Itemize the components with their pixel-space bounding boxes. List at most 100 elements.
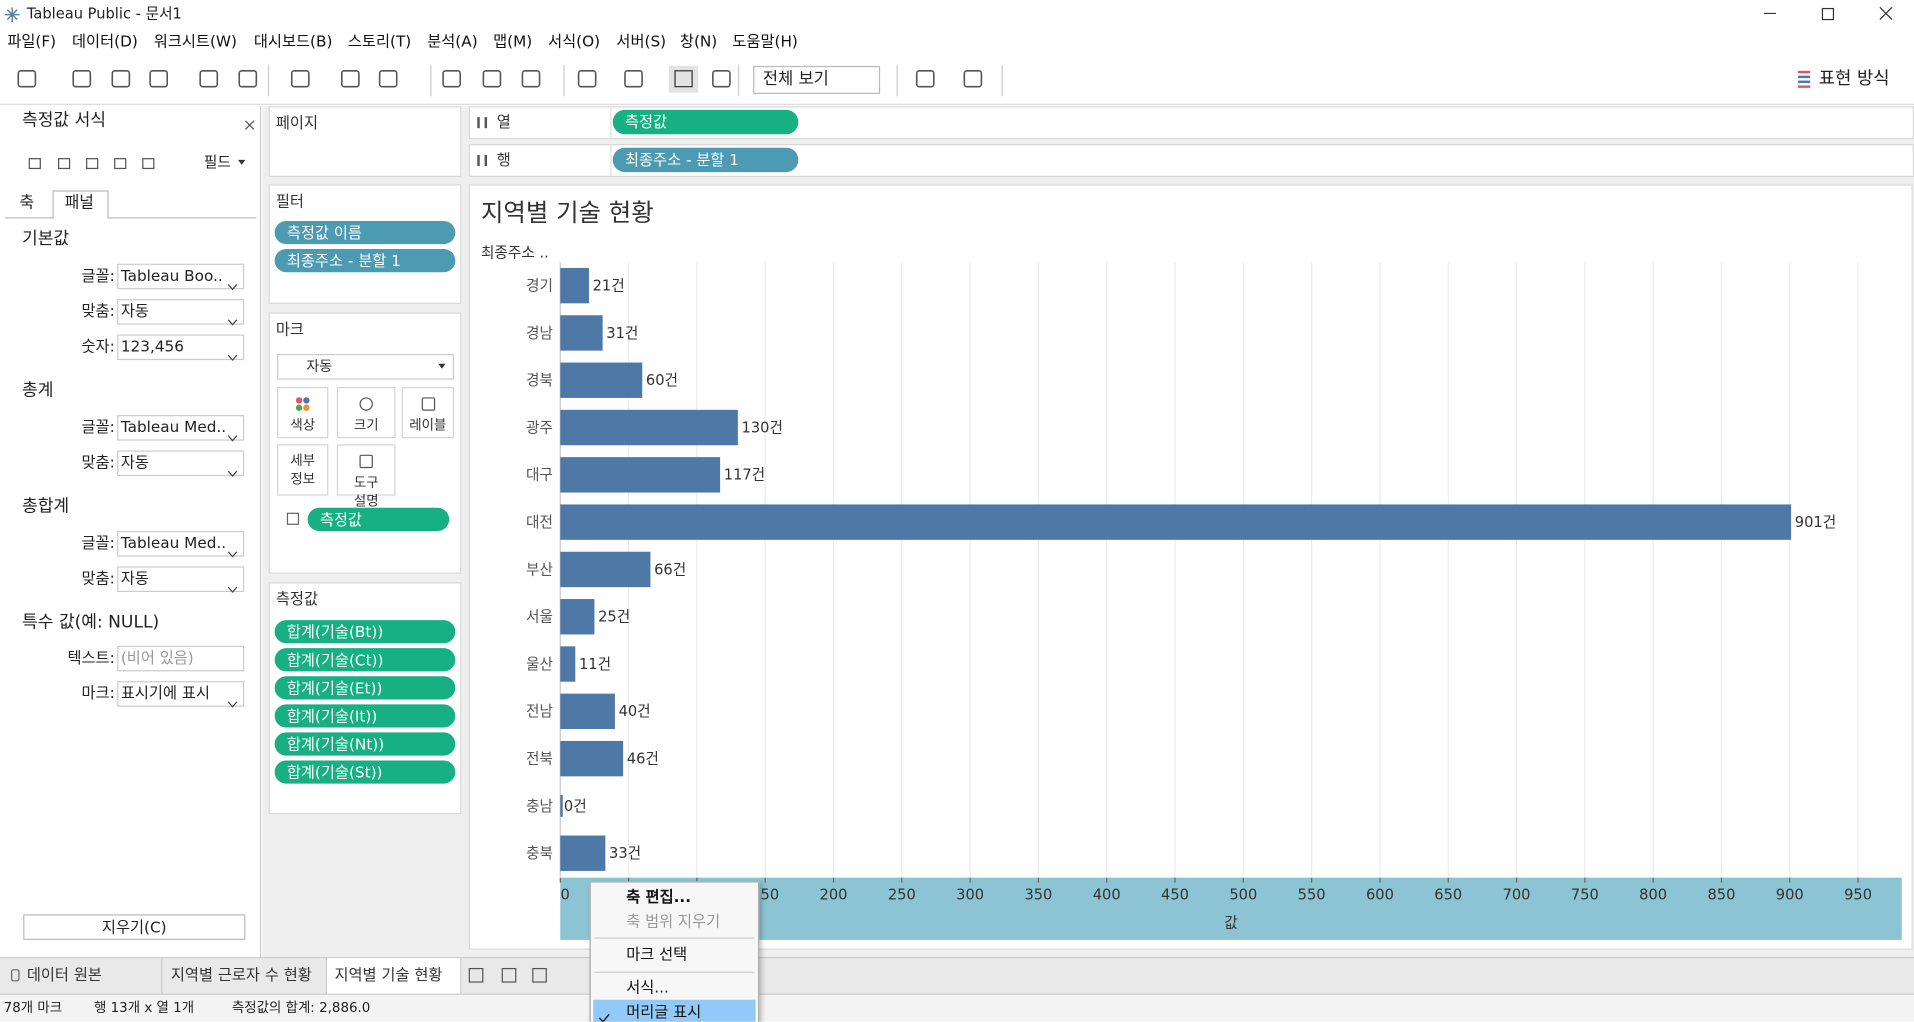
setting-value[interactable]: (비어 있음) (120, 648, 194, 667)
mark-button-label[interactable]: 세부 정보 (290, 452, 316, 488)
caret (227, 354, 238, 362)
setting-value[interactable]: 표시기에 표시 (120, 683, 210, 702)
setting-value[interactable]: Tableau Boo.. (120, 266, 223, 285)
measure-pill[interactable]: 합계(기술(St)) (286, 762, 383, 781)
mark-button[interactable] (277, 386, 329, 439)
measure-pill[interactable]: 합계(기술(Bt)) (286, 621, 384, 641)
status-text: 78개 마크 (3, 999, 63, 1016)
mark-button-label[interactable]: 레이블 (409, 417, 447, 434)
pane-close[interactable] (244, 114, 256, 130)
toolbar-icon (963, 70, 983, 88)
setting-value[interactable]: 자동 (120, 452, 149, 472)
measure-pill[interactable]: 합계(기술(Ct)) (286, 650, 384, 669)
show-me-button[interactable]: 표현 방식 (1818, 69, 1890, 90)
shelf-pill[interactable]: 최종주소 - 분할 1 (624, 150, 739, 169)
shelf-pill-bg[interactable] (612, 147, 799, 173)
measure-pill-bg[interactable] (274, 704, 456, 728)
setting-dropdown[interactable] (117, 415, 245, 441)
clear-button-box[interactable] (23, 914, 246, 940)
setting-dropdown[interactable] (117, 450, 245, 477)
category-label: 전남 (526, 703, 553, 720)
new-sheet-button[interactable] (501, 967, 517, 983)
menu-item[interactable]: 창(N) (679, 31, 718, 51)
setting-value[interactable]: 자동 (120, 301, 149, 320)
menu-item[interactable]: 데이터(D) (72, 31, 138, 51)
filter-pill[interactable]: 측정값 이름 (286, 222, 362, 242)
measure-pill-bg[interactable] (274, 760, 456, 784)
sheet-tab[interactable] (163, 958, 328, 994)
menu-item[interactable]: 스토리(T) (347, 31, 412, 51)
toolbar-icon (712, 70, 731, 88)
setting-value[interactable]: 123,456 (120, 336, 184, 356)
measure-pill[interactable]: 합계(기술(It)) (286, 706, 378, 725)
filter-pill-bg[interactable] (274, 249, 456, 273)
setting-dropdown[interactable] (117, 530, 245, 557)
marks-pill[interactable]: 측정값 (319, 509, 362, 528)
field-dropdown[interactable]: 필드 (203, 153, 231, 171)
context-menu-item[interactable]: 서식... (626, 977, 669, 997)
context-menu-item[interactable]: 축 편집... (626, 887, 692, 906)
mark-button[interactable] (336, 444, 396, 496)
measure-pill-bg[interactable] (274, 620, 456, 644)
menu-item[interactable]: 서식(O) (548, 31, 601, 51)
setting-dropdown[interactable] (117, 566, 245, 593)
sheet-tab-label[interactable]: 지역별 기술 현황 (334, 965, 443, 984)
setting-value[interactable]: Tableau Med.. (120, 533, 227, 552)
measure-pill-bg[interactable] (274, 676, 456, 700)
mark-type-dropdown[interactable] (277, 353, 455, 380)
view-dropdown[interactable] (753, 65, 881, 94)
menu-item[interactable]: 분석(A) (427, 31, 478, 51)
measure-pill-bg[interactable] (274, 732, 456, 756)
axis-band-selected (560, 877, 1902, 940)
setting-dropdown[interactable] (117, 334, 245, 361)
format-tab[interactable]: 축 (19, 194, 35, 213)
new-sheet-button[interactable] (532, 967, 547, 983)
value-label: 46건 (627, 751, 659, 768)
sheet-tab[interactable] (0, 958, 163, 994)
setting-dropdown[interactable] (117, 299, 245, 325)
clear-button[interactable]: 지우기(C) (101, 917, 167, 937)
mark-button[interactable] (277, 444, 329, 496)
filters-card (268, 184, 462, 304)
mark-button-label[interactable]: 도구 설명 (353, 474, 379, 510)
mark-button-label[interactable]: 크기 (353, 417, 379, 434)
toolbar-icon (17, 70, 37, 88)
marks-pill-bg[interactable] (307, 507, 450, 531)
measure-pill-bg[interactable] (274, 648, 456, 672)
sheet-tab[interactable] (327, 958, 462, 994)
menu-item[interactable]: 서버(S) (616, 31, 667, 51)
x-tick-label: 450 (1161, 887, 1189, 904)
mark-type[interactable]: 자동 (306, 357, 333, 375)
sheet-tab-label[interactable]: 데이터 원본 (26, 965, 102, 984)
mark-button-label[interactable]: 색상 (290, 417, 316, 434)
toolbar-icon (340, 70, 360, 88)
mark-button[interactable] (336, 386, 396, 439)
setting-value[interactable]: 자동 (120, 568, 149, 588)
mark-button[interactable] (401, 386, 455, 439)
filter-pill-bg[interactable] (274, 220, 456, 245)
view-dropdown-text[interactable]: 전체 보기 (762, 69, 829, 90)
menu-item[interactable]: 대시보드(B) (253, 31, 333, 51)
menu-item[interactable]: 워크시트(W) (153, 31, 237, 51)
measure-pill[interactable]: 합계(기술(Nt)) (286, 734, 385, 753)
menu-item[interactable]: 맵(M) (493, 31, 533, 51)
menu-item[interactable]: 파일(F) (7, 31, 57, 51)
sheet-tab-label[interactable]: 지역별 근로자 수 현황 (170, 965, 312, 984)
setting-dropdown[interactable] (117, 645, 245, 672)
context-menu-item[interactable]: 마크 선택 (626, 944, 688, 964)
value-label: 901건 (1795, 514, 1836, 531)
caret (227, 470, 238, 477)
category-label: 울산 (526, 656, 553, 673)
setting-dropdown[interactable] (117, 681, 245, 707)
setting-value[interactable]: Tableau Med.. (120, 417, 227, 436)
measure-pill[interactable]: 합계(기술(Et)) (286, 678, 383, 697)
new-sheet-button[interactable] (468, 967, 484, 983)
format-tab[interactable]: 패널 (64, 194, 94, 213)
filter-pill[interactable]: 최종주소 - 분할 1 (286, 250, 401, 270)
setting-dropdown[interactable] (117, 263, 245, 290)
context-menu-item[interactable]: 머리글 표시 (626, 1002, 702, 1021)
setting-label: 숫자: (81, 336, 115, 356)
shelf-pill[interactable]: 측정값 (624, 112, 668, 131)
menu-item[interactable]: 도움말(H) (732, 31, 798, 51)
shelf-pill-bg[interactable] (612, 109, 799, 135)
